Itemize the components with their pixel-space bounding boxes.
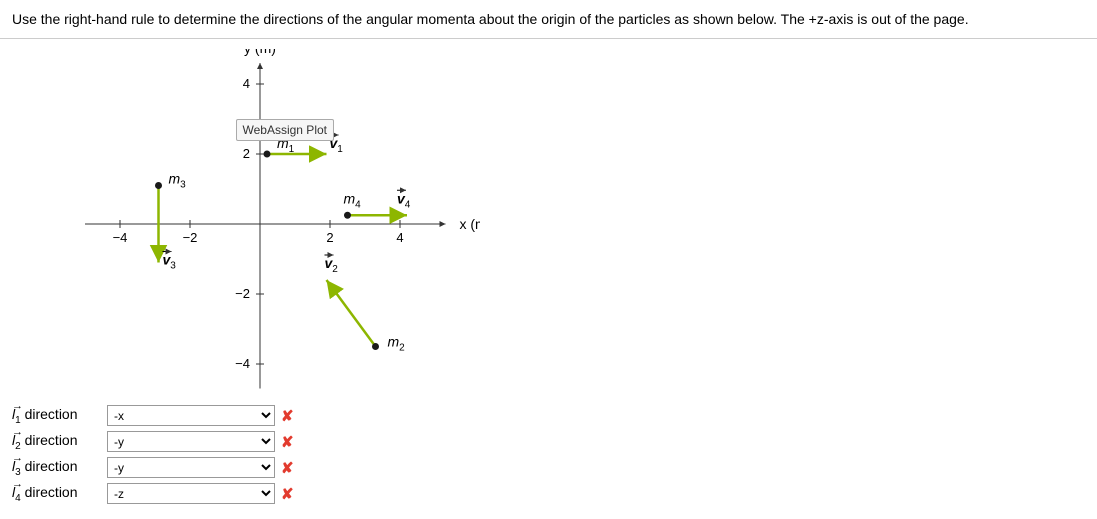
answer-row-3: →l3 direction---Select---+x-x+y-y+z-zno … (12, 455, 1085, 481)
particle-m3 (155, 182, 162, 189)
particle-m4 (344, 211, 351, 218)
svg-text:v2: v2 (325, 255, 339, 275)
plot-container: −4−224−4−224x (m)y (m)m1v1m2v2m3v3m4v4 W… (0, 39, 1097, 399)
svg-text:2: 2 (243, 146, 250, 161)
particle-m1 (264, 150, 271, 157)
answer-label-2: →l2 direction (12, 432, 107, 452)
wrong-icon: ✘ (281, 485, 294, 503)
wrong-icon: ✘ (281, 459, 294, 477)
answer-row-4: →l4 direction---Select---+x-x+y-y+z-zno … (12, 481, 1085, 507)
svg-text:2: 2 (326, 230, 333, 245)
answer-label-4: →l4 direction (12, 484, 107, 504)
direction-select-3[interactable]: ---Select---+x-x+y-y+z-zno direction (107, 457, 275, 478)
svg-text:−2: −2 (235, 286, 250, 301)
coordinate-plot: −4−224−4−224x (m)y (m)m1v1m2v2m3v3m4v4 (60, 49, 480, 399)
svg-text:v4: v4 (397, 190, 411, 210)
svg-text:y (m): y (m) (244, 49, 276, 56)
velocity-vector-m2 (327, 280, 376, 347)
wrong-icon: ✘ (281, 407, 294, 425)
svg-text:m2: m2 (388, 333, 406, 353)
webassign-plot-badge: WebAssign Plot (236, 119, 335, 141)
answer-label-1: →l1 direction (12, 406, 107, 426)
svg-text:−2: −2 (183, 230, 198, 245)
svg-text:x (m): x (m) (460, 216, 481, 232)
direction-select-4[interactable]: ---Select---+x-x+y-y+z-zno direction (107, 483, 275, 504)
answer-label-3: →l3 direction (12, 458, 107, 478)
svg-text:m4: m4 (344, 190, 362, 210)
svg-text:−4: −4 (113, 230, 128, 245)
svg-text:m3: m3 (169, 170, 187, 190)
answer-row-1: →l1 direction---Select---+x-x+y-y+z-zno … (12, 403, 1085, 429)
answers-section: →l1 direction---Select---+x-x+y-y+z-zno … (0, 399, 1097, 519)
wrong-icon: ✘ (281, 433, 294, 451)
svg-text:−4: −4 (235, 356, 250, 371)
svg-text:v3: v3 (163, 251, 177, 271)
particle-m2 (372, 343, 379, 350)
direction-select-2[interactable]: ---Select---+x-x+y-y+z-zno direction (107, 431, 275, 452)
question-prompt: Use the right-hand rule to determine the… (0, 0, 1097, 39)
svg-text:4: 4 (243, 76, 250, 91)
badge-text: WebAssign Plot (243, 123, 328, 137)
direction-select-1[interactable]: ---Select---+x-x+y-y+z-zno direction (107, 405, 275, 426)
answer-row-2: →l2 direction---Select---+x-x+y-y+z-zno … (12, 429, 1085, 455)
svg-text:4: 4 (396, 230, 403, 245)
prompt-text: Use the right-hand rule to determine the… (12, 11, 969, 27)
